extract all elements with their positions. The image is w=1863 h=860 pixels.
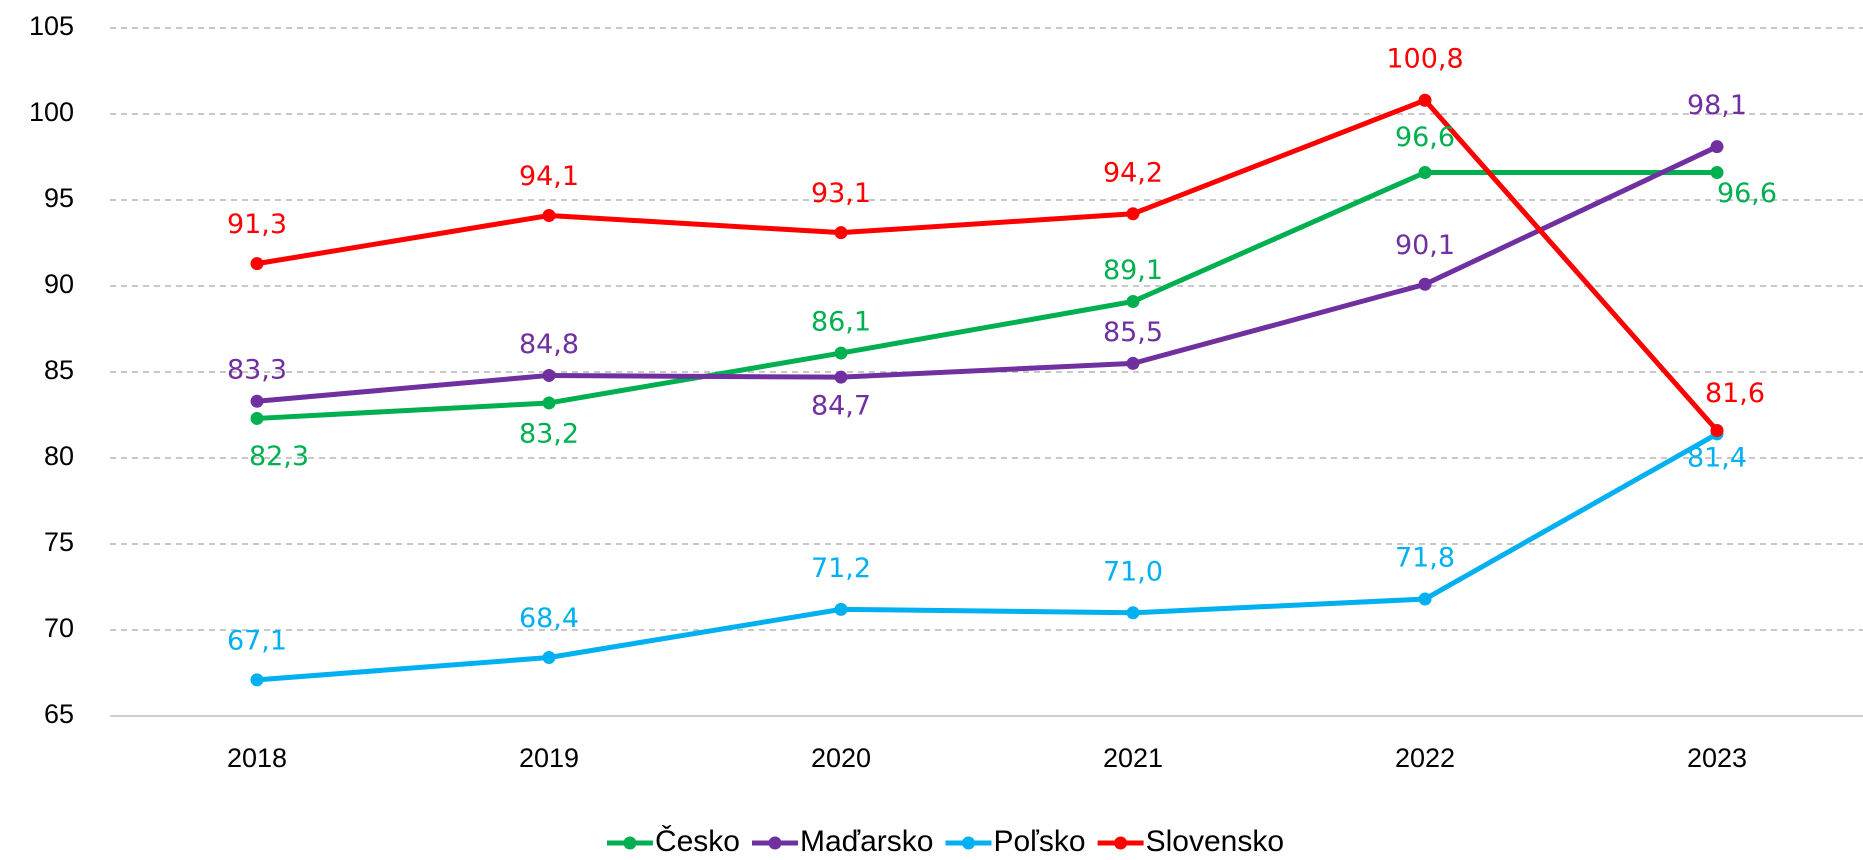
value-label: 98,1	[1687, 90, 1747, 121]
data-point	[834, 346, 848, 360]
value-label: 83,2	[519, 418, 579, 449]
x-tick-label: 2022	[1395, 743, 1455, 773]
data-point	[1126, 606, 1140, 620]
data-point	[834, 602, 848, 616]
value-label: 90,1	[1395, 230, 1455, 261]
value-label: 86,1	[811, 307, 871, 338]
legend-label: Česko	[655, 824, 740, 858]
data-point	[1710, 165, 1724, 179]
value-label: 96,6	[1395, 122, 1455, 153]
value-label: 81,4	[1687, 442, 1747, 473]
data-point	[250, 411, 264, 425]
value-label: 93,1	[811, 178, 871, 209]
data-point	[1710, 140, 1724, 154]
value-label: 71,0	[1103, 556, 1163, 587]
data-point	[250, 394, 264, 408]
y-tick-label: 65	[44, 699, 74, 729]
data-point	[834, 370, 848, 384]
value-label: 94,2	[1103, 157, 1163, 188]
x-tick-label: 2020	[811, 743, 871, 773]
data-point	[542, 396, 556, 410]
legend-marker	[768, 836, 782, 850]
value-label: 67,1	[227, 625, 287, 656]
value-label: 100,8	[1386, 44, 1463, 75]
data-point	[1126, 356, 1140, 370]
value-label: 71,2	[811, 553, 871, 584]
y-tick-label: 70	[44, 613, 74, 643]
data-point	[1418, 165, 1432, 179]
series-line	[256, 144, 1719, 404]
data-point	[1126, 207, 1140, 221]
value-label: 91,3	[227, 209, 287, 240]
data-point	[1418, 277, 1432, 291]
data-point	[1418, 592, 1432, 606]
series-line	[256, 97, 1719, 433]
value-label: 71,8	[1395, 543, 1455, 574]
series-line	[256, 431, 1719, 683]
legend-marker	[1114, 836, 1128, 850]
value-label: 83,3	[227, 355, 287, 386]
data-point	[250, 673, 264, 687]
value-label: 85,5	[1103, 317, 1163, 348]
data-point	[542, 651, 556, 665]
value-label: 84,8	[519, 329, 579, 360]
value-label: 84,7	[811, 391, 871, 422]
y-tick-label: 95	[44, 183, 74, 213]
data-point	[250, 257, 264, 271]
value-label: 81,6	[1705, 378, 1765, 409]
y-tick-label: 80	[44, 441, 74, 471]
legend-label: Slovensko	[1146, 825, 1284, 858]
value-label: 68,4	[519, 603, 579, 634]
x-tick-label: 2019	[519, 743, 579, 773]
data-point	[1710, 423, 1724, 437]
data-point	[542, 368, 556, 382]
y-tick-label: 85	[44, 355, 74, 385]
legend-marker	[623, 836, 637, 850]
data-point	[834, 226, 848, 240]
y-tick-label: 75	[44, 527, 74, 557]
x-tick-label: 2018	[227, 743, 287, 773]
legend-label: Poľsko	[993, 825, 1085, 858]
series-line	[256, 169, 1717, 421]
x-tick-label: 2021	[1103, 743, 1163, 773]
y-tick-label: 90	[44, 269, 74, 299]
legend-marker	[961, 836, 975, 850]
data-point	[542, 208, 556, 222]
value-label: 89,1	[1103, 255, 1163, 286]
data-point	[1418, 93, 1432, 107]
legend-label: Maďarsko	[800, 825, 933, 858]
data-point	[1126, 294, 1140, 308]
y-tick-label: 100	[29, 97, 74, 127]
value-label: 82,3	[249, 441, 309, 472]
value-label: 96,6	[1717, 178, 1777, 209]
value-label: 94,1	[519, 161, 579, 192]
x-tick-label: 2023	[1687, 743, 1747, 773]
y-tick-label: 105	[29, 11, 74, 41]
